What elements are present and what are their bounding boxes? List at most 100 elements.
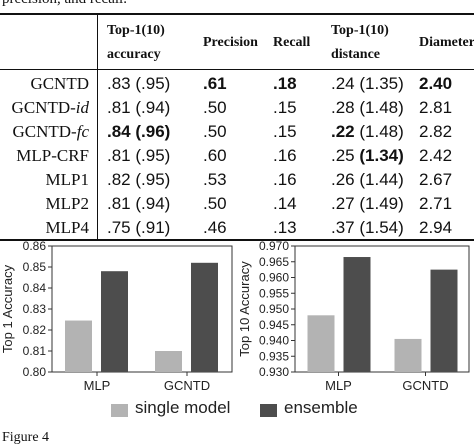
y-tick-label: 0.82 — [23, 323, 47, 337]
cell-precision: .53 — [203, 170, 227, 189]
caption-top: precision, and recall. — [2, 0, 127, 8]
header-method — [0, 18, 97, 68]
method-name: MLP2 — [45, 194, 89, 213]
method-name: GCNTD-id — [11, 98, 89, 117]
cell-distance: .25 (1.34) — [331, 146, 404, 165]
x-tick-label: MLP — [325, 378, 352, 393]
cell-distance: .28 (1.48) — [331, 98, 404, 117]
cell-precision: .50 — [203, 194, 227, 213]
y-tick-label: 0.81 — [23, 344, 47, 358]
y-tick-label: 0.950 — [259, 302, 289, 316]
cell-accuracy: .83 (.95) — [107, 74, 171, 93]
cell-diameter: 2.40 — [419, 74, 453, 93]
y-tick-label: 0.965 — [259, 255, 289, 269]
header-recall: Recall — [273, 35, 311, 50]
header-precision: Precision — [203, 35, 258, 50]
cell-accuracy: .75 (.91) — [107, 218, 171, 237]
y-tick-label: 0.960 — [259, 271, 289, 285]
cell-diameter: 2.67 — [419, 170, 453, 189]
cell-recall: .14 — [273, 194, 297, 213]
bar-ensemble-gcntd — [430, 269, 458, 372]
cell-accuracy: .81 (.94) — [107, 194, 171, 213]
y-tick-label: 0.84 — [23, 281, 47, 295]
table-row: GCNTD-id .81 (.94) .50 .15 .28 (1.48) 2.… — [0, 96, 474, 120]
header-accuracy: Top-1(10) accuracy — [97, 18, 203, 68]
method-name: GCNTD — [30, 74, 89, 93]
bar-single-gcntd — [155, 351, 182, 372]
cell-precision: .50 — [203, 98, 227, 117]
cell-recall: .15 — [273, 98, 297, 117]
table-row: GCNTD .83 (.95) .61 .18 .24 (1.35) 2.40 — [0, 68, 474, 96]
cell-precision: .46 — [203, 218, 227, 237]
bar-ensemble-mlp — [101, 271, 128, 372]
chart-legend: single model ensemble — [0, 398, 474, 420]
results-table: Top-1(10) accuracy Precision Recall Top-… — [0, 18, 474, 240]
header-distance: Top-1(10) distance — [331, 18, 419, 68]
y-axis-label: Top 1 Accuracy — [0, 264, 15, 353]
cell-distance: .22 (1.48) — [331, 122, 404, 141]
cell-distance: .24 (1.35) — [331, 74, 404, 93]
method-name: GCNTD-fc — [12, 122, 90, 141]
cell-accuracy: .82 (.95) — [107, 170, 171, 189]
y-tick-label: 0.940 — [259, 334, 289, 348]
cell-accuracy: .81 (.95) — [107, 146, 171, 165]
cell-diameter: 2.71 — [419, 194, 453, 213]
table-row: GCNTD-fc .84 (.96) .50 .15 .22 (1.48) 2.… — [0, 120, 474, 144]
bar-ensemble-mlp — [343, 257, 371, 372]
cell-precision: .60 — [203, 146, 227, 165]
legend-swatch-ensemble — [260, 404, 277, 417]
cell-diameter: 2.82 — [419, 122, 453, 141]
cell-precision: .61 — [203, 74, 227, 93]
y-tick-label: 0.955 — [259, 286, 289, 300]
method-name: MLP4 — [45, 218, 89, 237]
header-accuracy-line2: accuracy — [107, 47, 161, 62]
cell-recall: .16 — [273, 146, 297, 165]
y-axis-label: Top 10 Accuracy — [237, 261, 252, 357]
bar-single-mlp — [65, 320, 92, 372]
legend-label-ensemble: ensemble — [284, 398, 358, 417]
cell-recall: .13 — [273, 218, 297, 237]
table-column-divider — [97, 14, 98, 239]
cell-recall: .18 — [273, 74, 297, 93]
cell-recall: .16 — [273, 170, 297, 189]
bar-single-mlp — [307, 315, 335, 372]
y-tick-label: 0.86 — [23, 241, 47, 253]
table-row: MLP1 .82 (.95) .53 .16 .26 (1.44) 2.67 — [0, 168, 474, 192]
legend-swatch-single — [111, 404, 128, 417]
table-bottom-rule — [0, 239, 474, 241]
x-tick-label: GCNTD — [402, 378, 448, 393]
cell-recall: .15 — [273, 122, 297, 141]
table-row: MLP-CRF .81 (.95) .60 .16 .25 (1.34) 2.4… — [0, 144, 474, 168]
method-name: MLP-CRF — [16, 146, 89, 165]
table-row: MLP4 .75 (.91) .46 .13 .37 (1.54) 2.94 — [0, 216, 474, 240]
table-top-rule — [0, 13, 474, 15]
bar-single-gcntd — [394, 338, 422, 372]
header-accuracy-line1: Top-1(10) — [107, 23, 165, 38]
header-distance-line2: distance — [331, 47, 380, 62]
header-distance-line1: Top-1(10) — [331, 23, 389, 38]
legend-label-single: single model — [135, 398, 231, 417]
y-tick-label: 0.930 — [259, 365, 289, 379]
cell-diameter: 2.94 — [419, 218, 453, 237]
table-row: MLP2 .81 (.94) .50 .14 .27 (1.49) 2.71 — [0, 192, 474, 216]
bar-ensemble-gcntd — [191, 262, 218, 372]
cell-accuracy: .84 (.96) — [107, 122, 171, 141]
y-tick-label: 0.945 — [259, 318, 289, 332]
top1-accuracy-chart: 0.80 0.81 0.82 0.83 0.84 0.85 0.86 Top 1 Accura… — [0, 241, 233, 393]
table-header-row: Top-1(10) accuracy Precision Recall Top-… — [0, 18, 474, 68]
caption-bottom-fragment: Figure 4 — [2, 430, 50, 445]
x-tick-label: GCNTD — [164, 378, 210, 393]
cell-precision: .50 — [203, 122, 227, 141]
y-tick-label: 0.85 — [23, 260, 47, 274]
y-tick-label: 0.83 — [23, 302, 47, 316]
method-name: MLP1 — [45, 170, 89, 189]
cell-diameter: 2.81 — [419, 98, 453, 117]
x-tick-label: MLP — [84, 378, 111, 393]
y-tick-label: 0.80 — [23, 365, 47, 379]
table-header-rule — [0, 69, 474, 70]
cell-accuracy: .81 (.94) — [107, 98, 171, 117]
cell-distance: .27 (1.49) — [331, 194, 404, 213]
cell-distance: .26 (1.44) — [331, 170, 404, 189]
y-tick-label: 0.935 — [259, 349, 289, 363]
